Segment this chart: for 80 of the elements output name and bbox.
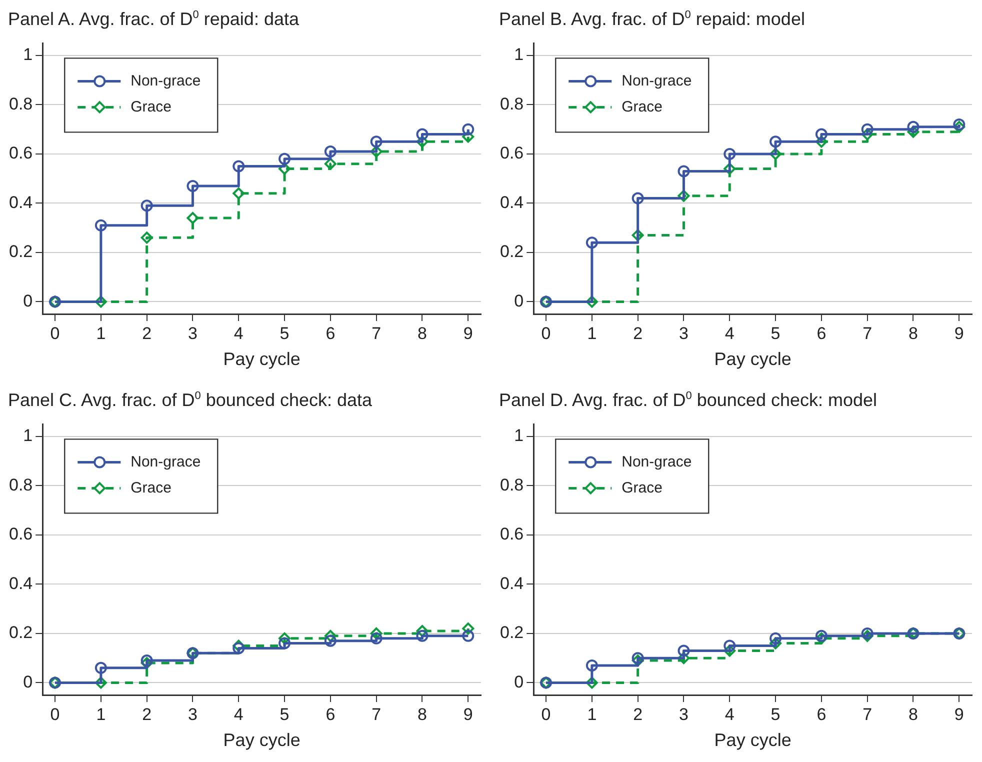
- x-tick-label: 2: [633, 324, 643, 343]
- x-tick-label: 7: [862, 704, 872, 724]
- y-tick-label: 0.2: [8, 623, 33, 642]
- x-tick-label: 1: [587, 324, 597, 343]
- x-tick-label: 7: [862, 324, 872, 343]
- x-tick-label: 6: [816, 704, 826, 724]
- y-tick-label: 0: [514, 672, 524, 692]
- chart-title: Panel B. Avg. frac. of D$^{0}$ repaid: model: [498, 8, 806, 30]
- x-tick-label: 9: [463, 324, 473, 343]
- x-tick-label: 6: [816, 324, 826, 343]
- x-tick-label: 5: [280, 704, 290, 724]
- y-tick-label: 0.6: [500, 524, 524, 544]
- x-tick-label: 5: [280, 324, 290, 343]
- x-tick-label: 0: [50, 704, 60, 724]
- y-tick-label: 0.4: [500, 574, 524, 593]
- y-tick-label: 0.2: [8, 242, 33, 262]
- legend-label: Grace: [622, 479, 662, 496]
- x-tick-label: 1: [587, 704, 597, 724]
- y-tick-label: 0.8: [500, 94, 524, 114]
- y-tick-label: 0.4: [8, 192, 33, 212]
- y-tick-label: 0.2: [500, 242, 524, 262]
- y-tick-label: 0: [23, 672, 33, 692]
- x-tick-label: 9: [954, 324, 964, 343]
- x-tick-label: 9: [954, 704, 964, 724]
- x-tick-label: 3: [679, 704, 688, 724]
- x-tick-label: 5: [770, 324, 780, 343]
- x-tick-label: 9: [463, 704, 473, 724]
- x-tick-label: 2: [142, 704, 152, 724]
- x-tick-label: 8: [418, 704, 427, 724]
- x-tick-label: 7: [372, 704, 382, 724]
- y-tick-label: 0.8: [8, 94, 33, 114]
- legend-label: Non-grace: [130, 453, 201, 470]
- y-tick-label: 1: [23, 45, 33, 64]
- y-tick-label: 0.4: [8, 574, 33, 593]
- y-tick-label: 1: [23, 426, 33, 446]
- chart-title: Panel D. Avg. frac. of D$^{0}$ bounced check: model: [498, 389, 878, 411]
- y-tick-label: 0.6: [8, 144, 33, 163]
- x-tick-label: 5: [770, 704, 780, 724]
- chart-title: Panel C. Avg. frac. of D$^{0}$ bounced check: data: [7, 389, 374, 411]
- x-tick-label: 6: [326, 324, 336, 343]
- x-tick-label: 1: [96, 324, 106, 343]
- x-axis-title: Pay cycle: [714, 349, 792, 370]
- y-tick-label: 1: [514, 426, 524, 446]
- y-tick-label: 0.6: [8, 524, 33, 544]
- x-tick-label: 6: [326, 704, 336, 724]
- y-tick-label: 0.8: [8, 475, 33, 494]
- legend-label: Non-grace: [130, 72, 201, 90]
- x-axis-title: Pay cycle: [223, 730, 300, 750]
- x-tick-label: 0: [541, 704, 551, 724]
- y-tick-label: 0.6: [500, 144, 524, 163]
- y-tick-label: 0.2: [500, 623, 524, 642]
- chart-title: Panel A. Avg. frac. of D$^{0}$ repaid: data: [7, 8, 300, 30]
- x-tick-label: 3: [188, 324, 198, 343]
- x-tick-label: 3: [188, 704, 198, 724]
- x-tick-label: 4: [234, 324, 244, 343]
- x-tick-label: 8: [908, 324, 918, 343]
- x-tick-label: 8: [908, 704, 918, 724]
- x-tick-label: 2: [142, 324, 152, 343]
- y-tick-label: 0.4: [500, 192, 524, 212]
- y-tick-label: 0: [23, 291, 33, 310]
- x-tick-label: 4: [234, 704, 244, 724]
- x-axis-title: Pay cycle: [714, 730, 792, 750]
- legend-label: Grace: [130, 479, 172, 496]
- x-tick-label: 0: [541, 324, 551, 343]
- legend-label: Grace: [622, 98, 662, 116]
- legend-label: Non-grace: [622, 72, 692, 90]
- x-tick-label: 8: [418, 324, 427, 343]
- x-tick-label: 3: [679, 324, 688, 343]
- y-tick-label: 1: [514, 45, 524, 64]
- y-tick-label: 0.8: [500, 475, 524, 494]
- legend-label: Non-grace: [622, 453, 692, 470]
- x-tick-label: 2: [633, 704, 643, 724]
- y-tick-label: 0: [514, 291, 524, 310]
- x-tick-label: 4: [724, 704, 734, 724]
- x-tick-label: 0: [50, 324, 60, 343]
- x-tick-label: 7: [372, 324, 382, 343]
- x-tick-label: 1: [96, 704, 106, 724]
- legend-label: Grace: [130, 98, 172, 116]
- x-axis-title: Pay cycle: [223, 349, 300, 370]
- x-tick-label: 4: [724, 324, 734, 343]
